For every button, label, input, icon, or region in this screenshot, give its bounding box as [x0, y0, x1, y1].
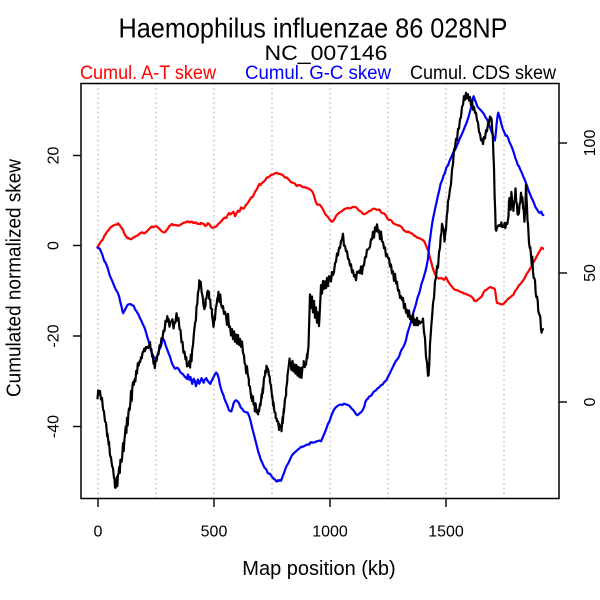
- svg-text:Haemophilus influenzae 86 028N: Haemophilus influenzae 86 028NP: [119, 13, 508, 44]
- svg-text:Cumul. CDS skew: Cumul. CDS skew: [410, 62, 557, 84]
- svg-text:Cumul. G-C skew: Cumul. G-C skew: [245, 62, 392, 84]
- svg-text:0: 0: [94, 524, 103, 541]
- svg-text:1500: 1500: [428, 524, 464, 541]
- svg-text:-40: -40: [46, 415, 63, 438]
- svg-text:Cumul. A-T skew: Cumul. A-T skew: [80, 62, 217, 84]
- svg-text:NC_007146: NC_007146: [265, 41, 388, 65]
- svg-text:50: 50: [582, 264, 599, 282]
- svg-text:1000: 1000: [312, 524, 348, 541]
- svg-text:100: 100: [582, 130, 599, 157]
- svg-text:Cumulated normalized skew: Cumulated normalized skew: [4, 158, 26, 397]
- svg-text:0: 0: [46, 241, 63, 250]
- svg-text:0: 0: [582, 397, 599, 406]
- svg-text:20: 20: [46, 147, 63, 165]
- svg-text:500: 500: [201, 524, 228, 541]
- svg-text:Map position (kb): Map position (kb): [242, 558, 395, 580]
- svg-text:-20: -20: [46, 324, 63, 347]
